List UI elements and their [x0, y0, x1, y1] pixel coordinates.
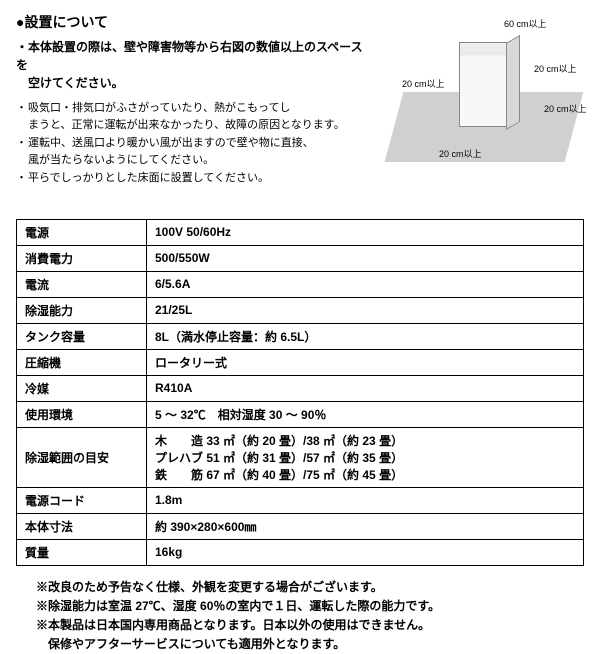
section-title: ●設置について: [16, 12, 374, 32]
table-row: 除湿能力21/25L: [17, 297, 584, 323]
note-item: 運転中、送風口より暖かい風が出ますので壁や物に直接、 風が当たらないようにしてく…: [16, 135, 374, 168]
table-row: 除湿範囲の目安木 造 33 ㎡（約 20 畳）/38 ㎡（約 23 畳） プレハ…: [17, 427, 584, 487]
spec-label: 本体寸法: [17, 513, 147, 539]
bold-note: ・本体設置の際は、壁や障害物等から右図の数値以上のスペースを 空けてください。: [16, 38, 374, 92]
spec-value: ロータリー式: [147, 349, 584, 375]
spec-value: 100V 50/60Hz: [147, 219, 584, 245]
spec-label: タンク容量: [17, 323, 147, 349]
table-row: 使用環境5 ～ 32℃ 相対湿度 30 ～ 90％: [17, 401, 584, 427]
spec-value: 8L（満水停止容量：約 6.5L）: [147, 323, 584, 349]
spec-label: 使用環境: [17, 401, 147, 427]
clearance-left: 20 cm以上: [402, 77, 445, 90]
spec-table: 電源100V 50/60Hz 消費電力500/550W 電流6/5.6A 除湿能…: [16, 219, 584, 566]
spec-value: 6/5.6A: [147, 271, 584, 297]
spec-label: 消費電力: [17, 245, 147, 271]
footnote-line: ※除湿能力は室温 27℃、湿度 60％の室内で１日、運転した際の能力です。: [36, 597, 584, 616]
footnote-line: ※改良のため予告なく仕様、外観を変更する場合がございます。: [36, 578, 584, 597]
spec-value: 5 ～ 32℃ 相対湿度 30 ～ 90％: [147, 401, 584, 427]
footnote-line: ※本製品は日本国内専用商品となります。日本以外の使用はできません。: [36, 616, 584, 635]
table-row: 冷媒R410A: [17, 375, 584, 401]
note-item: 平らでしっかりとした床面に設置してください。: [16, 170, 374, 187]
footnotes: ※改良のため予告なく仕様、外観を変更する場合がございます。 ※除湿能力は室温 2…: [16, 578, 584, 654]
spec-value: 1.8m: [147, 487, 584, 513]
spec-value: 約 390×280×600㎜: [147, 513, 584, 539]
spec-label: 電流: [17, 271, 147, 297]
table-row: 電源コード1.8m: [17, 487, 584, 513]
spec-label: 質量: [17, 539, 147, 565]
clearance-right2: 20 cm以上: [544, 102, 587, 115]
clearance-diagram: 60 cm以上 20 cm以上 20 cm以上 20 cm以上 20 cm以上: [384, 12, 584, 172]
spec-value: 木 造 33 ㎡（約 20 畳）/38 ㎡（約 23 畳） プレハブ 51 ㎡（…: [147, 427, 584, 487]
spec-label: 冷媒: [17, 375, 147, 401]
table-row: 質量16kg: [17, 539, 584, 565]
spec-label: 除湿範囲の目安: [17, 427, 147, 487]
table-row: 本体寸法約 390×280×600㎜: [17, 513, 584, 539]
spec-label: 電源コード: [17, 487, 147, 513]
spec-label: 除湿能力: [17, 297, 147, 323]
header-text-area: ●設置について ・本体設置の際は、壁や障害物等から右図の数値以上のスペースを 空…: [16, 12, 384, 189]
table-row: 電源100V 50/60Hz: [17, 219, 584, 245]
header-section: ●設置について ・本体設置の際は、壁や障害物等から右図の数値以上のスペースを 空…: [16, 12, 584, 189]
clearance-top: 60 cm以上: [504, 17, 547, 30]
table-row: 圧縮機ロータリー式: [17, 349, 584, 375]
diagram-unit: [459, 42, 509, 127]
spec-value: 500/550W: [147, 245, 584, 271]
clearance-right1: 20 cm以上: [534, 62, 577, 75]
spec-value: R410A: [147, 375, 584, 401]
table-row: 消費電力500/550W: [17, 245, 584, 271]
table-row: 電流6/5.6A: [17, 271, 584, 297]
note-item: 吸気口・排気口がふさがっていたり、熱がこもってし まうと、正常に運転が出来なかっ…: [16, 100, 374, 133]
spec-value: 21/25L: [147, 297, 584, 323]
spec-label: 圧縮機: [17, 349, 147, 375]
spec-value: 16kg: [147, 539, 584, 565]
spec-label: 電源: [17, 219, 147, 245]
clearance-bottom: 20 cm以上: [439, 147, 482, 160]
notes-list: 吸気口・排気口がふさがっていたり、熱がこもってし まうと、正常に運転が出来なかっ…: [16, 100, 374, 187]
table-row: タンク容量8L（満水停止容量：約 6.5L）: [17, 323, 584, 349]
footnote-indent: 保修やアフターサービスについても適用外となります。: [36, 635, 584, 654]
